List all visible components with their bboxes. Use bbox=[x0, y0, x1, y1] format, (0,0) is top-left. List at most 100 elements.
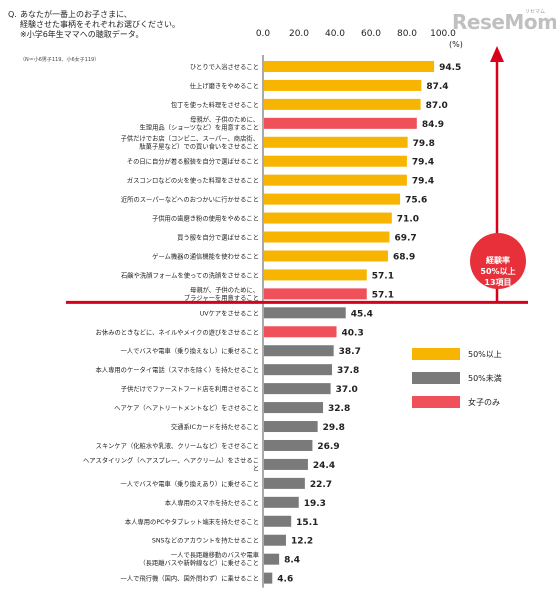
bar bbox=[264, 212, 392, 224]
legend-swatch-below50 bbox=[412, 372, 460, 384]
legend-swatch-above50 bbox=[412, 348, 460, 360]
sample-size-note: （N＝小6男子119、小6女子119） bbox=[20, 57, 100, 63]
bar-value-label: 29.8 bbox=[323, 423, 345, 433]
category-label: ヘアスタイリング（ヘアスプレー、ヘアクリーム）をさせるこ bbox=[83, 455, 259, 464]
category-label: 一人で飛行機（国内、国外問わず）に乗せること bbox=[120, 574, 259, 583]
category-label: ひとりで入浴させること bbox=[190, 62, 259, 71]
category-label: ゲーム機器の通信機能を使わせること bbox=[152, 251, 259, 260]
bar-value-label: 26.9 bbox=[317, 442, 339, 452]
legend-swatch-girls-only bbox=[412, 396, 460, 408]
bar bbox=[264, 345, 334, 357]
callout-line-2: 50%以上 bbox=[480, 267, 516, 276]
bar-value-label: 87.4 bbox=[426, 82, 448, 92]
bar bbox=[264, 193, 401, 205]
category-label: 仕上げ磨きをやめること bbox=[190, 81, 259, 90]
bar-value-label: 22.7 bbox=[310, 480, 332, 490]
bar bbox=[264, 458, 308, 470]
category-label: 本人専用のスマホを持たせること bbox=[165, 498, 259, 507]
category-label: ブラジャーを用意すること bbox=[184, 293, 259, 302]
legend-item-girls-only: 女子のみ bbox=[412, 396, 532, 410]
category-label: 本人専用のケータイ電話（スマホを除く）を持たせること bbox=[95, 365, 259, 374]
bar bbox=[264, 155, 407, 167]
category-label: スキンケア（化粧水や乳液、クリームなど）をさせること bbox=[96, 441, 259, 450]
x-axis-unit: (%) bbox=[449, 40, 463, 49]
bar bbox=[264, 307, 346, 319]
category-label: 一人でバスや電車（乗り換えあり）に乗せること bbox=[120, 479, 259, 488]
bar-value-label: 57.1 bbox=[372, 290, 394, 300]
question-line-1: あなたが一番上のお子さまに、 bbox=[20, 10, 132, 19]
bar bbox=[264, 553, 280, 565]
category-label: 近所のスーパーなどへのおつかいに行かせること bbox=[121, 195, 259, 204]
bar-value-label: 12.2 bbox=[291, 537, 313, 547]
x-tick-label: 80.0 bbox=[397, 29, 417, 39]
bar-value-label: 15.1 bbox=[296, 518, 318, 528]
bar-value-label: 32.8 bbox=[328, 404, 350, 414]
logo-brand: ReseMom bbox=[452, 10, 556, 34]
bar bbox=[264, 515, 292, 527]
arrow-head bbox=[490, 46, 504, 62]
category-label: ヘアケア（ヘアトリートメントなど）をさせること bbox=[114, 404, 259, 412]
bar bbox=[264, 98, 421, 110]
category-label: 石鹸や洗顔フォームを使っての洗顔をさせること bbox=[121, 270, 259, 279]
category-label: 母親が、子供のために、 bbox=[190, 285, 259, 294]
category-label: 買う服を自分で選ばせること bbox=[177, 233, 259, 242]
bar bbox=[264, 572, 273, 584]
bar bbox=[264, 288, 367, 300]
category-label: 一人で長距離移動のバスや電車 bbox=[171, 550, 259, 559]
bar-value-label: 71.0 bbox=[397, 215, 419, 225]
bar bbox=[264, 402, 324, 414]
bar bbox=[264, 174, 407, 186]
bar bbox=[264, 496, 299, 508]
bar bbox=[264, 364, 333, 376]
bar-value-label: 19.3 bbox=[304, 499, 326, 509]
question-line-3: ※小学6年生ママへの聴取データ。 bbox=[20, 30, 144, 39]
bar-value-label: 40.3 bbox=[342, 328, 364, 338]
question-mark: Q. bbox=[8, 10, 17, 19]
bar-value-label: 4.6 bbox=[277, 575, 293, 585]
x-tick-label: 20.0 bbox=[289, 29, 309, 39]
bar-value-label: 68.9 bbox=[393, 252, 415, 262]
bar bbox=[264, 60, 435, 72]
bar-value-label: 94.5 bbox=[439, 63, 461, 73]
bar bbox=[264, 477, 305, 489]
bar bbox=[264, 383, 331, 395]
bar bbox=[264, 117, 417, 129]
bar bbox=[264, 421, 318, 433]
bar-value-label: 79.4 bbox=[412, 158, 434, 168]
category-label: 本人専用のPCやタブレット端末を持たせること bbox=[125, 517, 259, 526]
x-tick-label: 100.0 bbox=[430, 29, 456, 39]
bar bbox=[264, 326, 337, 338]
callout-line-3: 13項目 bbox=[484, 278, 512, 287]
category-label: 一人でバスや電車（乗り換えなし）に乗せること bbox=[120, 346, 259, 355]
category-label: 生理用品（ショーツなど）を用意すること bbox=[139, 122, 259, 131]
category-label: 子供だけでお店（コンビニ、スーパー、商店街、 bbox=[121, 133, 259, 142]
legend-item-below50: 50%未満 bbox=[412, 372, 532, 386]
category-label: と bbox=[253, 464, 259, 472]
bar-value-label: 24.4 bbox=[313, 461, 335, 471]
category-label: その日に自分が着る服装を自分で選ばせること bbox=[127, 157, 259, 166]
bar bbox=[264, 439, 313, 451]
legend-label-below50: 50%未満 bbox=[468, 374, 502, 383]
bar bbox=[264, 534, 286, 546]
x-tick-label: 0.0 bbox=[256, 29, 271, 39]
bar-value-label: 8.4 bbox=[284, 556, 300, 566]
x-tick-label: 40.0 bbox=[325, 29, 345, 39]
legend-label-girls-only: 女子のみ bbox=[468, 398, 500, 407]
category-label: 交通系ICカードを持たせること bbox=[171, 422, 259, 431]
bar-value-label: 69.7 bbox=[394, 234, 416, 244]
bar-value-label: 45.4 bbox=[351, 309, 373, 319]
bar-value-label: 84.9 bbox=[422, 120, 444, 130]
bar-value-label: 87.0 bbox=[426, 101, 448, 111]
question-line-2: 経験させた事柄をそれぞれお選びください。 bbox=[20, 20, 180, 29]
bar-value-label: 79.8 bbox=[413, 139, 435, 149]
bar-value-label: 37.0 bbox=[336, 385, 358, 395]
bar-value-label: 79.4 bbox=[412, 177, 434, 187]
bar-value-label: 38.7 bbox=[339, 347, 361, 357]
bar bbox=[264, 269, 367, 281]
bar bbox=[264, 231, 390, 243]
category-label: （長距離バスや新幹線など）に乗せること bbox=[139, 558, 259, 567]
bar-value-label: 37.8 bbox=[337, 366, 359, 376]
category-label: お休みのときなどに、ネイルやメイクの遊びをさせること bbox=[96, 327, 259, 336]
bar-value-label: 57.1 bbox=[372, 271, 394, 281]
bar bbox=[264, 136, 408, 148]
